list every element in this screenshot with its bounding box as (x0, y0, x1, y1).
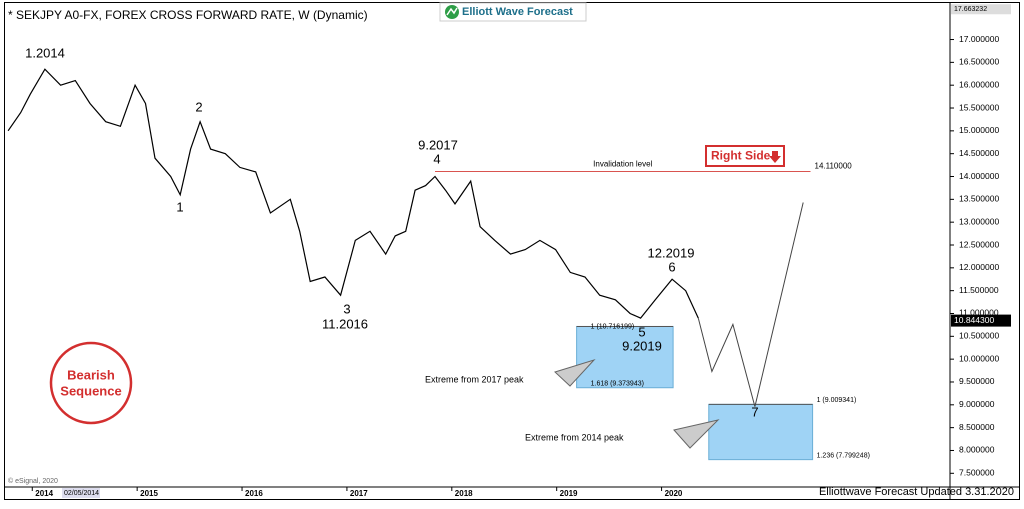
cursor-date-box (62, 488, 100, 498)
badge-text: Right Side (711, 149, 771, 163)
copyright: © eSignal, 2020 (8, 477, 58, 485)
target-zone (708, 403, 814, 461)
chart-title: * SEKJPY A0-FX, FOREX CROSS FORWARD RATE… (8, 8, 368, 22)
badge-box (705, 145, 785, 167)
wave-label: 3 (343, 301, 350, 316)
y-tick-label: 16.500000 (959, 57, 999, 67)
wave-label: 4 (433, 151, 440, 166)
zone-label: 1.236 (7.799248) (817, 452, 870, 459)
wave-label: 2 (195, 99, 202, 114)
y-tick-label: 15.500000 (959, 102, 999, 112)
target-zone (576, 325, 674, 389)
zone-label: 1 (9.009341) (817, 397, 857, 404)
y-tick-label: 13.000000 (959, 216, 999, 226)
x-tick-label: 2018 (455, 489, 473, 498)
zone-note: Extreme from 2014 peak (525, 432, 624, 442)
x-tick-label: 2020 (665, 489, 683, 498)
wave-label: 12.2019 (648, 245, 695, 260)
wave-label: 9.2017 (418, 137, 458, 152)
y-tick-label: 11.000000 (959, 308, 999, 318)
invalidation-text: Invalidation level (593, 160, 652, 169)
wave-label: 11.2016 (322, 316, 368, 331)
plot-area: 1 (10.716199) 1.618 (9.373943) 1 (9.009341… (7, 68, 870, 461)
y-tick-label: 9.000000 (959, 399, 995, 409)
footer: Elliottwave Forecast Updated 3.31.2020 (819, 486, 1014, 498)
projection-line (697, 202, 804, 407)
y-tick-label: 10.500000 (959, 331, 999, 341)
zone-label: 1 (10.716199) (591, 323, 635, 330)
y-tick-label: 8.500000 (959, 422, 995, 432)
last-price-label: 10.844300 (954, 315, 994, 325)
top-price-label: 17.663232 (954, 6, 987, 13)
logo-wave (446, 7, 458, 16)
x-tick-label: 2019 (560, 489, 578, 498)
zone-note: Extreme from 2017 peak (425, 374, 524, 384)
wave-label: 5 (638, 324, 645, 339)
sequence-text: Bearish (67, 367, 115, 382)
invalidation-label: 14.110000 (815, 162, 853, 171)
x-tick-label: 2016 (245, 489, 263, 498)
top-price-box (951, 4, 1011, 15)
last-price-box (951, 314, 1011, 327)
zone-label: 1.618 (9.373943) (591, 381, 644, 388)
wave-label: 9.2019 (622, 338, 662, 353)
y-tick-label: 16.000000 (959, 79, 999, 89)
logo-icon (445, 5, 459, 19)
right-side-badge: Right Side (705, 145, 785, 167)
bearish-sequence: Bearish Sequence (49, 341, 133, 425)
y-tick-label: 8.000000 (959, 445, 995, 455)
y-tick-label: 10.000000 (959, 353, 999, 363)
wave-label: 1.2014 (25, 45, 65, 60)
brand-logo: Elliott Wave Forecast (439, 2, 587, 22)
sequence-circle (49, 341, 133, 425)
pointer (673, 419, 720, 449)
y-tick-label: 7.500000 (959, 468, 995, 478)
y-tick-label: 9.500000 (959, 376, 995, 386)
x-tick-label: 2015 (140, 489, 158, 498)
y-tick-label: 14.500000 (959, 148, 999, 158)
logo-box (439, 2, 587, 22)
y-tick-label: 12.500000 (959, 239, 999, 249)
y-tick-label: 15.000000 (959, 125, 999, 135)
badge-arrow (769, 151, 781, 163)
wave-label: 1 (176, 199, 183, 214)
price-line (7, 68, 699, 319)
pointer (554, 358, 596, 387)
y-tick-label: 12.000000 (959, 262, 999, 272)
y-tick-label: 14.000000 (959, 171, 999, 181)
wave-label: 6 (668, 259, 675, 274)
brand-name: Elliott Wave Forecast (462, 6, 573, 18)
cursor-date: 02/05/2014 (64, 490, 99, 497)
x-tick-label: 2014 (35, 489, 53, 498)
y-tick-label: 11.500000 (959, 285, 999, 295)
wave-label: 7 (751, 404, 758, 419)
y-tick-label: 17.000000 (959, 34, 999, 44)
x-tick-label: 2017 (350, 489, 368, 498)
sequence-text: Sequence (60, 383, 121, 398)
y-tick-label: 13.500000 (959, 194, 999, 204)
